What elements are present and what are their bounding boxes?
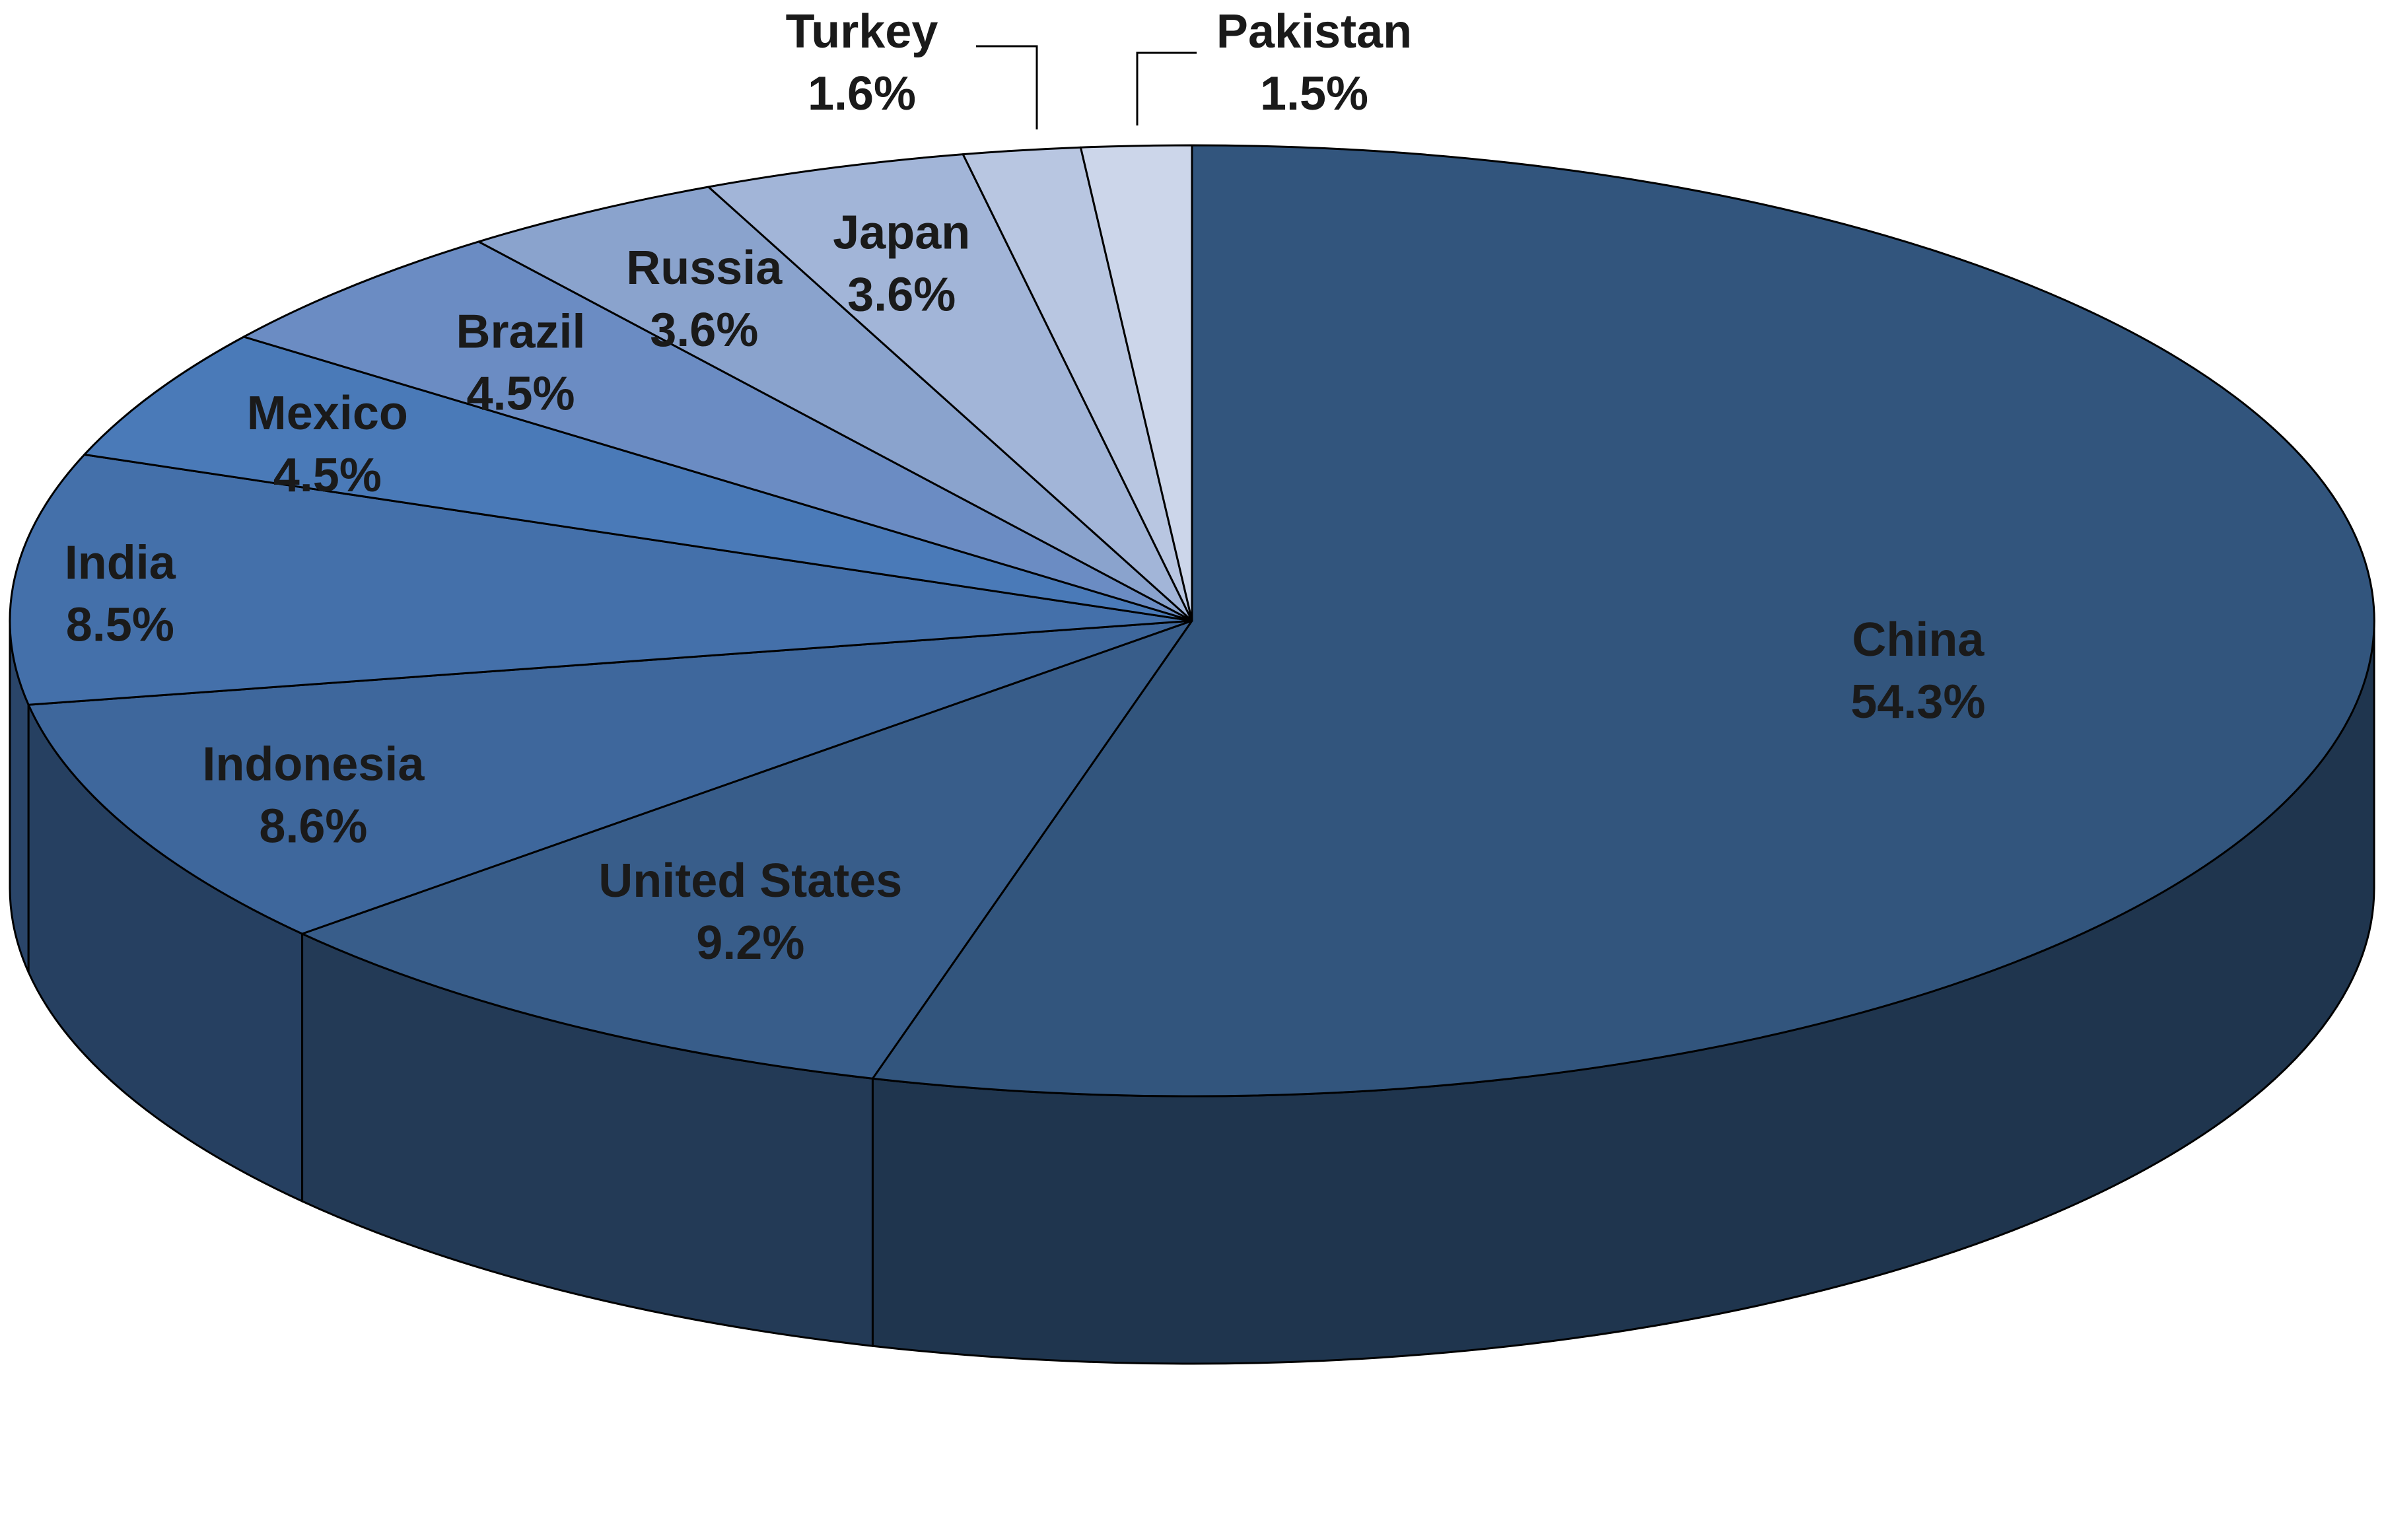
label-name-russia: Russia xyxy=(626,242,783,295)
slice-mexico xyxy=(83,335,1193,622)
label-name-united-states: United States xyxy=(598,855,902,907)
slice-labels: China 54.3% United States 9.2% Indonesia 8.6%… xyxy=(65,5,1986,969)
label-name-japan: Japan xyxy=(833,206,970,259)
label-percent-russia: 3.6% xyxy=(650,304,758,357)
slice-china xyxy=(871,144,2375,1098)
pie-slices xyxy=(9,144,2375,1098)
slice-russia xyxy=(477,186,1193,622)
label-name-brazil: Brazil xyxy=(456,305,585,358)
label-percent-united-states: 9.2% xyxy=(696,917,804,969)
label-japan: Japan 3.6% xyxy=(833,206,970,321)
label-turkey: Turkey 1.6% xyxy=(786,5,938,120)
slice-united-states xyxy=(301,619,1193,1080)
label-mexico: Mexico 4.5% xyxy=(247,387,408,502)
label-indonesia: Indonesia 8.6% xyxy=(202,738,425,853)
label-pakistan: Pakistan 1.5% xyxy=(1216,5,1412,120)
label-percent-indonesia: 8.6% xyxy=(259,800,367,853)
label-united-states: United States 9.2% xyxy=(598,855,902,969)
slice-indonesia xyxy=(27,619,1193,935)
slice-india xyxy=(9,453,1193,706)
label-percent-brazil: 4.5% xyxy=(466,367,575,420)
slice-pakistan xyxy=(1079,144,1193,622)
leader-lines xyxy=(976,45,1197,129)
label-percent-mexico: 4.5% xyxy=(273,449,382,502)
label-china: China 54.3% xyxy=(1850,613,1985,728)
label-name-mexico: Mexico xyxy=(247,387,408,440)
label-brazil: Brazil 4.5% xyxy=(456,305,585,420)
label-percent-pakistan: 1.5% xyxy=(1260,67,1368,120)
label-russia: Russia 3.6% xyxy=(626,242,783,357)
label-name-china: China xyxy=(1852,613,1984,666)
label-percent-china: 54.3% xyxy=(1850,676,1985,728)
slice-brazil xyxy=(242,240,1193,622)
label-percent-india: 8.5% xyxy=(66,599,174,652)
slice-japan xyxy=(707,153,1193,622)
leader-line-pakistan xyxy=(1136,52,1197,125)
leader-line-turkey xyxy=(976,45,1038,129)
label-name-turkey: Turkey xyxy=(786,5,938,58)
label-percent-japan: 3.6% xyxy=(847,268,956,321)
label-name-pakistan: Pakistan xyxy=(1216,5,1412,58)
label-name-india: India xyxy=(65,537,176,590)
label-percent-turkey: 1.6% xyxy=(808,67,916,120)
label-india: India 8.5% xyxy=(65,537,176,652)
label-name-indonesia: Indonesia xyxy=(202,738,425,791)
